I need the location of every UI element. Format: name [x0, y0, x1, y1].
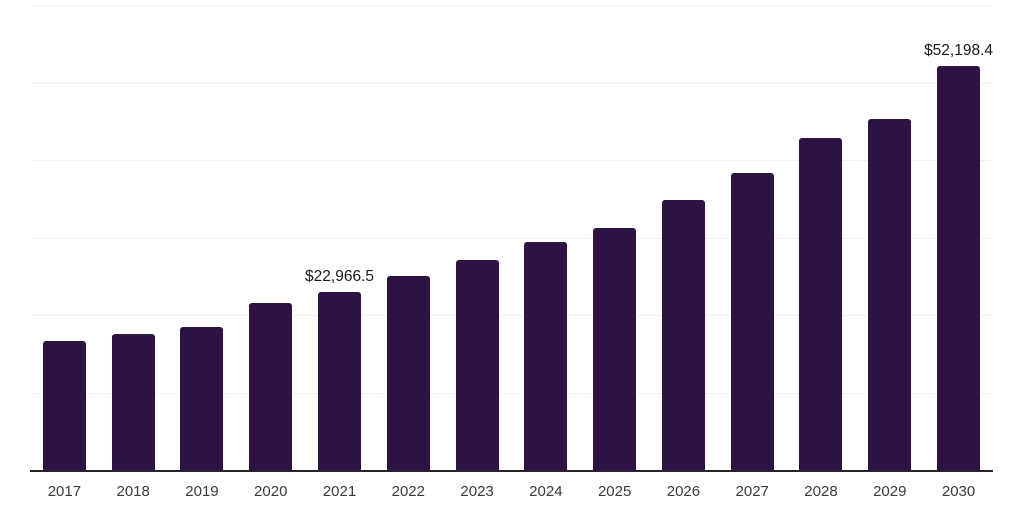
bar-2021 — [318, 292, 362, 470]
bar-slot-2023 — [443, 0, 512, 470]
bar-slot-2027 — [718, 0, 787, 470]
gridline — [30, 82, 993, 84]
bar-slot-2028 — [787, 0, 856, 470]
bar-2019 — [180, 327, 224, 470]
bar-2018 — [111, 334, 155, 470]
bar-2029 — [868, 118, 912, 470]
gridlines — [30, 0, 993, 512]
bar-slot-2022 — [374, 0, 443, 470]
bar-2023 — [455, 260, 499, 470]
bar-slot-2018 — [99, 0, 168, 470]
bar-slot-2024 — [511, 0, 580, 470]
x-tick-label-2025: 2025 — [597, 483, 632, 500]
x-axis-line — [30, 470, 993, 472]
x-tick-label-2022: 2022 — [391, 483, 425, 500]
x-tick-label-2027: 2027 — [735, 483, 769, 500]
gridline — [30, 237, 993, 239]
bar-slot-2019 — [168, 0, 237, 470]
plot-area: $22,966.5 $52,198.4 — [30, 0, 993, 470]
bar-2024 — [524, 242, 568, 470]
bar-2017 — [42, 340, 86, 470]
data-label-2021: $22,966.5 — [305, 268, 374, 285]
bar-2025 — [593, 228, 637, 470]
x-tick-label-2018: 2018 — [116, 483, 150, 500]
bar-2026 — [661, 200, 705, 470]
bar-2027 — [730, 173, 774, 470]
bar-slot-2020 — [236, 0, 305, 470]
bar-slot-2021: $22,966.5 — [305, 0, 374, 470]
x-tick-label-2019: 2019 — [185, 483, 219, 500]
x-tick-label-2023: 2023 — [460, 483, 494, 500]
x-tick-label-2029: 2029 — [873, 483, 907, 500]
x-tick-label-2028: 2028 — [804, 483, 838, 500]
bar-2020 — [249, 302, 293, 470]
x-tick-label-2021: 2021 — [322, 483, 357, 500]
bar-2030 — [937, 65, 981, 470]
bar-slot-2017 — [30, 0, 99, 470]
x-axis-labels: 2017 2018 2019 2020 2021 2022 2023 2024 2025 2026… — [30, 483, 993, 500]
x-tick-label-2020: 2020 — [254, 483, 288, 500]
x-tick-label-2017: 2017 — [47, 483, 82, 500]
bar-slot-2025 — [580, 0, 649, 470]
x-tick-label-2024: 2024 — [529, 483, 563, 500]
bar-slot-2026 — [649, 0, 718, 470]
bar-2022 — [386, 276, 430, 470]
bar-slot-2029 — [855, 0, 924, 470]
data-label-2030: $52,198.4 — [924, 41, 994, 59]
bar-2028 — [799, 138, 843, 470]
bar-slot-2030: $52,198.4 — [924, 0, 993, 470]
gridline — [30, 160, 993, 161]
gridline — [30, 315, 993, 316]
x-tick-label-2030: 2030 — [941, 483, 976, 500]
gridline — [30, 5, 993, 6]
x-tick-label-2026: 2026 — [666, 483, 701, 500]
gridline — [30, 392, 993, 394]
